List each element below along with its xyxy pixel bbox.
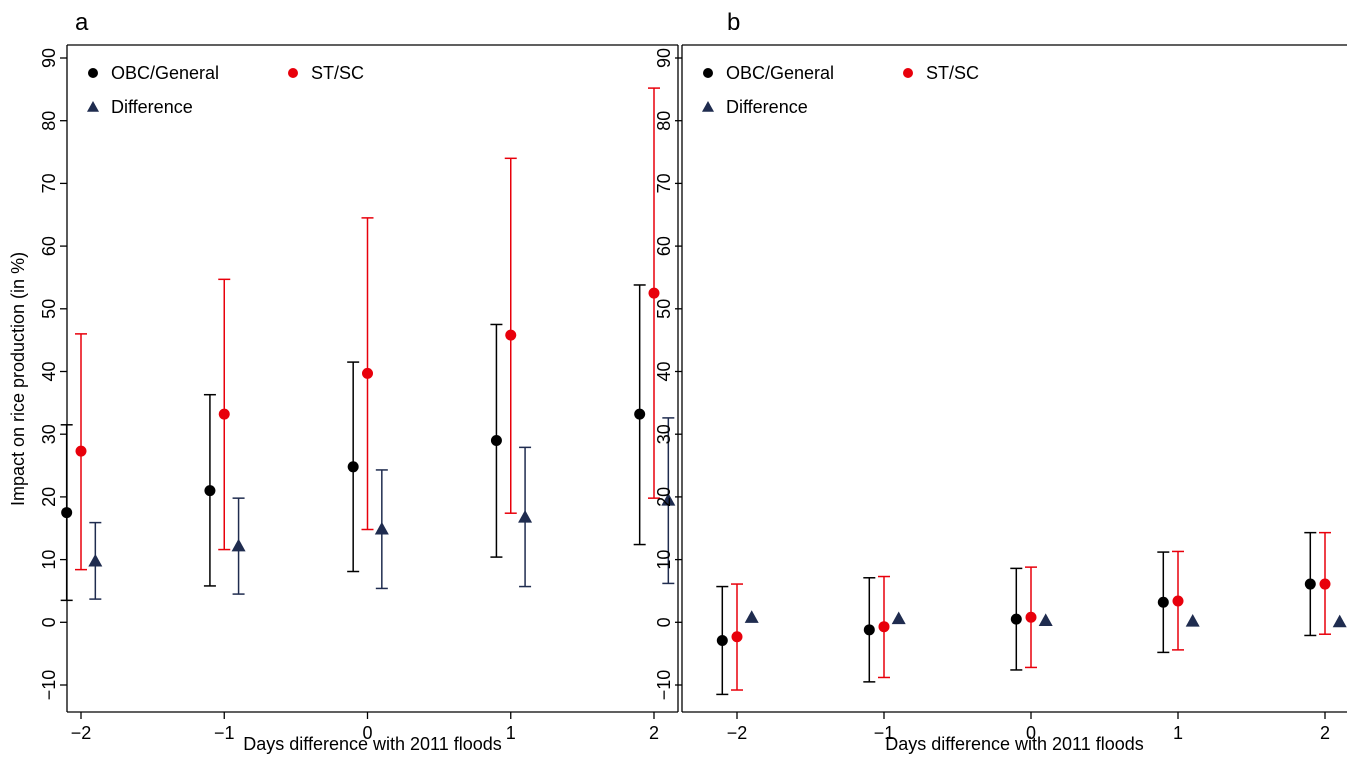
data-point (1332, 614, 1347, 628)
data-point (1185, 614, 1200, 627)
y-tick-label: 20 (39, 487, 59, 507)
y-tick-label: 90 (654, 48, 674, 68)
y-tick-label: 50 (39, 299, 59, 319)
data-point (204, 485, 216, 497)
y-tick-label: 60 (654, 236, 674, 256)
y-tick-label: 20 (654, 487, 674, 507)
data-point (518, 509, 533, 523)
data-point (1157, 596, 1169, 608)
series-st-sc (75, 87, 660, 571)
x-axis-title: Days difference with 2011 floods (243, 734, 502, 754)
x-tick-label: 0 (1026, 723, 1036, 743)
data-point (218, 408, 230, 420)
y-tick-label: 0 (654, 617, 674, 627)
y-tick-label: 10 (39, 550, 59, 570)
data-point (88, 553, 103, 567)
x-tick-label: −2 (727, 723, 748, 743)
y-tick-label: 80 (39, 111, 59, 131)
x-tick-label: 0 (362, 723, 372, 743)
panel-letter: a (75, 9, 89, 36)
data-point (61, 507, 73, 519)
series-st-sc (731, 531, 1331, 691)
data-point (863, 624, 875, 636)
data-point (744, 610, 759, 623)
series-obc-general (60, 284, 646, 602)
x-tick-label: −1 (214, 723, 235, 743)
legend-marker (288, 68, 298, 78)
x-tick-label: −1 (874, 723, 895, 743)
legend-label: Difference (726, 97, 808, 117)
data-point (374, 521, 389, 535)
data-point (1010, 613, 1022, 625)
y-tick-label: 60 (39, 236, 59, 256)
data-point (490, 434, 502, 446)
data-point (362, 367, 373, 379)
data-point (648, 287, 660, 299)
legend: OBC/General ST/SC Difference (87, 63, 364, 117)
y-tick-label: 90 (39, 48, 59, 68)
legend-marker (88, 68, 98, 78)
y-tick-label: 70 (39, 173, 59, 193)
data-point (1304, 578, 1316, 590)
legend-label: OBC/General (111, 63, 219, 83)
data-point (1319, 578, 1331, 590)
x-tick-label: 2 (1320, 723, 1330, 743)
legend-marker (87, 101, 99, 112)
y-tick-label: 80 (654, 111, 674, 131)
data-point (661, 493, 676, 506)
y-tick-label: 70 (654, 173, 674, 193)
x-tick-label: 1 (506, 723, 516, 743)
legend-label: OBC/General (726, 63, 834, 83)
x-tick-label: 2 (649, 723, 659, 743)
y-tick-label: 0 (39, 617, 59, 627)
legend-label: Difference (111, 97, 193, 117)
y-tick-label: 10 (654, 550, 674, 570)
legend-marker (903, 68, 913, 78)
data-point (731, 631, 743, 643)
legend: OBC/General ST/SC Difference (702, 63, 979, 117)
data-point (75, 445, 87, 457)
x-axis-title: Days difference with 2011 floods (885, 734, 1144, 754)
x-tick-label: −2 (71, 723, 92, 743)
data-point (634, 408, 646, 420)
y-tick-label: 30 (39, 424, 59, 444)
series-obc-general (716, 531, 1317, 696)
x-tick-label: 1 (1173, 723, 1183, 743)
data-point (1025, 611, 1037, 623)
y-tick-label: −10 (654, 670, 674, 701)
y-tick-label: 40 (39, 361, 59, 381)
legend-label: ST/SC (926, 63, 979, 83)
data-point (347, 461, 359, 473)
data-point (505, 329, 517, 341)
data-point (1038, 613, 1053, 627)
y-tick-label: 50 (654, 299, 674, 319)
y-tick-label: −10 (39, 670, 59, 701)
data-point (1172, 595, 1184, 607)
data-point (231, 538, 246, 552)
series-difference (88, 417, 676, 600)
legend-label: ST/SC (311, 63, 364, 83)
series-difference (744, 610, 1347, 628)
y-axis-title: Impact on rice production (in %) (8, 252, 28, 506)
y-tick-label: 30 (654, 424, 674, 444)
y-tick-label: 40 (654, 361, 674, 381)
data-point (891, 611, 906, 625)
data-point (878, 621, 890, 633)
data-point (716, 634, 728, 646)
legend-marker (702, 101, 714, 112)
panel-letter: b (727, 9, 740, 36)
legend-marker (703, 68, 713, 78)
